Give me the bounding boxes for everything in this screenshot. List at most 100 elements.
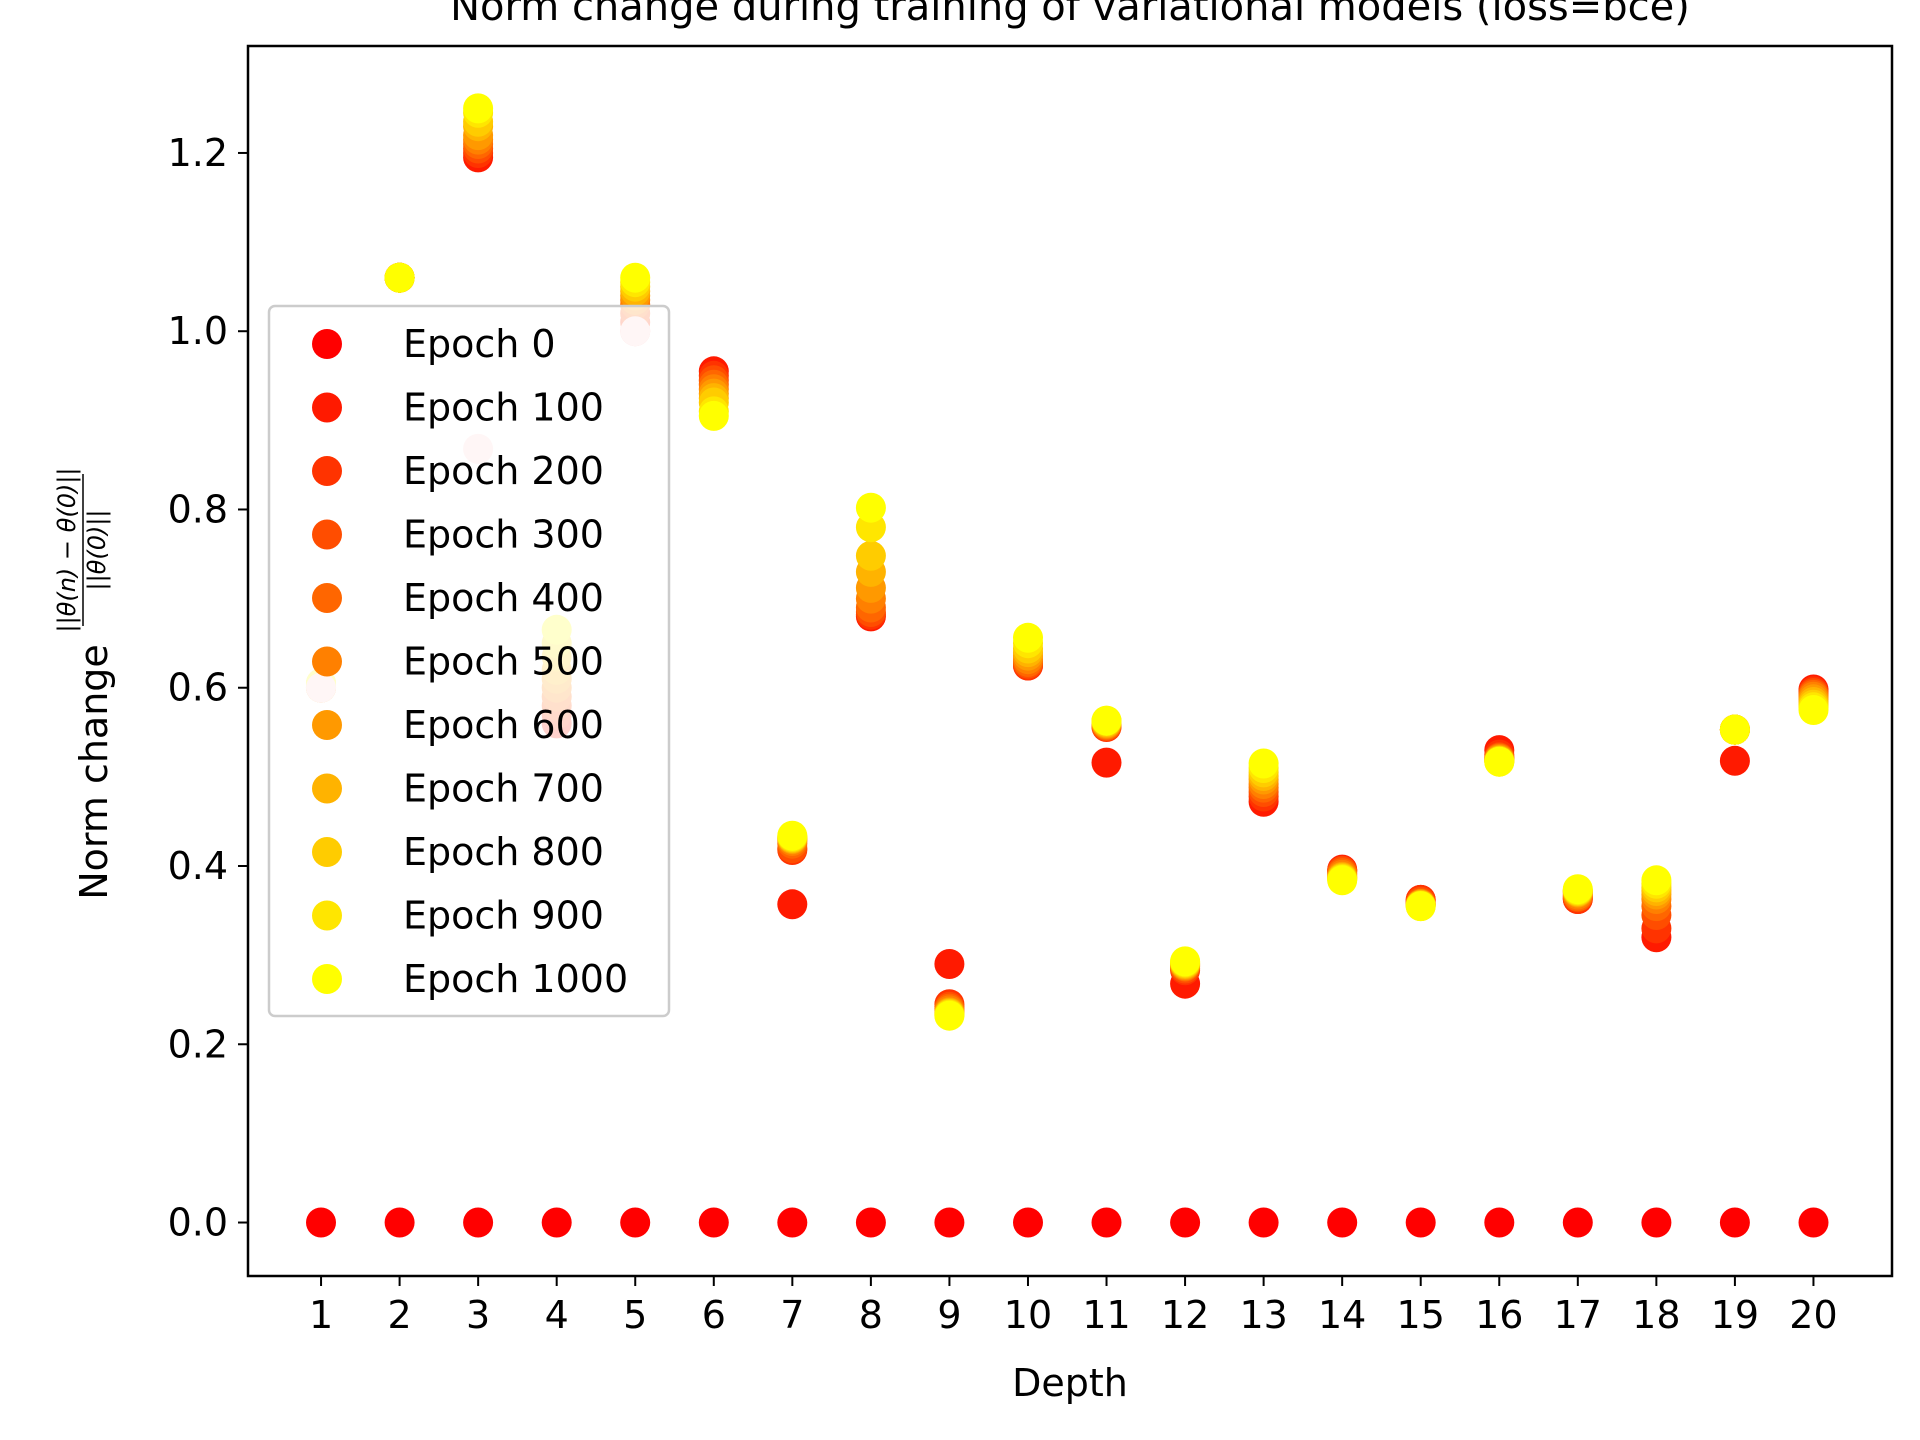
point-epoch-1000-depth-18	[1641, 865, 1672, 896]
x-tick-label-1: 1	[309, 1293, 333, 1337]
point-epoch-1000-depth-17	[1562, 874, 1593, 905]
point-epoch-100-depth-11	[1091, 747, 1122, 778]
point-epoch-0-depth-2	[384, 1207, 415, 1238]
x-tick-label-20: 20	[1789, 1293, 1837, 1337]
y-axis-label-fraction-denominator: ||θ(0)||	[83, 509, 111, 590]
point-epoch-0-depth-15	[1405, 1207, 1436, 1238]
legend-marker-epoch-800	[312, 837, 342, 867]
y-tick-label-1.0: 1.0	[168, 309, 228, 353]
point-epoch-0-depth-17	[1562, 1207, 1593, 1238]
point-epoch-0-depth-18	[1641, 1207, 1672, 1238]
legend-marker-epoch-500	[312, 646, 342, 677]
point-epoch-1000-depth-20	[1798, 695, 1829, 725]
legend-label-epoch-400: Epoch 400	[403, 576, 604, 620]
legend-box	[267, 304, 671, 1018]
point-epoch-100-depth-7	[777, 889, 808, 920]
x-tick-label-17: 17	[1554, 1293, 1602, 1337]
y-tick-label-1.2: 1.2	[168, 131, 228, 175]
point-epoch-100-depth-9	[934, 949, 965, 979]
x-axis-label: Depth	[1012, 1361, 1128, 1405]
legend-marker-epoch-400	[312, 583, 342, 613]
point-epoch-1000-depth-12	[1170, 946, 1201, 977]
legend-label-epoch-600: Epoch 600	[403, 703, 604, 747]
y-axis-ticks: 0.0 0.2 0.4 0.6 0.8 1.0 1.2	[168, 131, 248, 1245]
point-epoch-0-depth-6	[698, 1207, 729, 1238]
legend-marker-epoch-600	[312, 710, 342, 740]
point-epoch-0-depth-16	[1484, 1207, 1515, 1238]
y-axis-label-fraction-numerator: ||θ(n) − θ(0)||	[53, 467, 81, 632]
point-epoch-1000-depth-19	[1719, 714, 1750, 745]
x-tick-label-5: 5	[623, 1293, 647, 1337]
x-tick-label-8: 8	[859, 1293, 883, 1337]
x-tick-label-11: 11	[1082, 1293, 1130, 1337]
x-tick-label-3: 3	[466, 1293, 490, 1337]
x-tick-label-9: 9	[937, 1293, 961, 1337]
point-epoch-0-depth-12	[1170, 1207, 1201, 1238]
point-epoch-0-depth-1	[306, 1207, 336, 1238]
x-tick-label-15: 15	[1397, 1293, 1445, 1337]
legend-label-epoch-100: Epoch 100	[403, 386, 604, 430]
point-epoch-1000-depth-13	[1248, 748, 1279, 779]
point-epoch-0-depth-19	[1719, 1207, 1750, 1238]
plot-area-frame	[246, 44, 1894, 1278]
point-epoch-1000-depth-3	[463, 93, 494, 124]
legend-label-epoch-300: Epoch 300	[403, 513, 604, 557]
x-tick-label-4: 4	[545, 1293, 569, 1337]
y-axis-label: Norm change ||θ(n) − θ(0)|| ||θ(0)||	[53, 467, 116, 899]
chart-title: Norm change during training of variation…	[450, 0, 1690, 30]
point-epoch-0-depth-13	[1248, 1207, 1279, 1238]
point-epoch-100-depth-19	[1719, 745, 1750, 776]
y-axis-label-text: Norm change	[72, 644, 116, 900]
legend-marker-epoch-700	[312, 773, 342, 804]
point-epoch-0-depth-20	[1798, 1207, 1829, 1238]
point-epoch-1000-depth-5	[620, 262, 651, 293]
legend-marker-epoch-0	[312, 329, 342, 359]
legend: Epoch 0 Epoch 100 Epoch 200 Epoch 300 Epoch …	[267, 304, 671, 1018]
point-epoch-0-depth-10	[1013, 1207, 1043, 1238]
legend-marker-epoch-200	[312, 456, 342, 486]
x-axis-ticks: 1 2 3 4 5 6 7 8 9 10 11 12 13 14 15 16 17 18 19 20	[309, 1276, 1838, 1337]
legend-entries: Epoch 0 Epoch 100 Epoch 200 Epoch 300 Epoch …	[312, 322, 628, 1001]
point-epoch-1000-depth-14	[1327, 865, 1358, 896]
legend-label-epoch-1000: Epoch 1000	[403, 957, 628, 1001]
point-epoch-0-depth-8	[855, 1207, 886, 1238]
legend-label-epoch-800: Epoch 800	[403, 830, 604, 874]
data-points	[306, 93, 1829, 1238]
y-tick-label-0.6: 0.6	[168, 666, 228, 710]
point-epoch-0-depth-4	[541, 1207, 572, 1238]
legend-label-epoch-900: Epoch 900	[403, 894, 604, 938]
point-epoch-0-depth-5	[620, 1207, 651, 1238]
legend-marker-epoch-1000	[312, 964, 342, 994]
legend-label-epoch-0: Epoch 0	[403, 322, 556, 366]
point-epoch-1000-depth-6	[698, 400, 729, 431]
point-epoch-1000-depth-7	[777, 820, 808, 851]
x-tick-label-13: 13	[1239, 1293, 1287, 1337]
point-epoch-1000-depth-15	[1405, 891, 1436, 922]
x-tick-label-2: 2	[388, 1293, 412, 1337]
point-epoch-1000-depth-9	[934, 1000, 965, 1031]
legend-label-epoch-200: Epoch 200	[403, 449, 604, 493]
point-epoch-1000-depth-16	[1484, 746, 1515, 777]
point-epoch-0-depth-7	[777, 1207, 808, 1238]
x-tick-label-18: 18	[1632, 1293, 1680, 1337]
point-epoch-1000-depth-2	[384, 262, 415, 293]
point-epoch-1000-depth-10	[1013, 622, 1043, 653]
y-tick-label-0.2: 0.2	[168, 1022, 228, 1066]
point-epoch-0-depth-14	[1327, 1207, 1358, 1238]
point-epoch-800-depth-8	[855, 540, 886, 571]
legend-marker-epoch-900	[312, 900, 342, 931]
y-tick-label-0.8: 0.8	[168, 487, 228, 531]
y-tick-label-0.0: 0.0	[168, 1201, 228, 1245]
x-tick-label-6: 6	[702, 1293, 726, 1337]
point-epoch-1000-depth-8	[855, 492, 886, 523]
point-epoch-0-depth-11	[1091, 1207, 1122, 1238]
point-epoch-0-depth-9	[934, 1207, 965, 1238]
x-tick-label-19: 19	[1711, 1293, 1759, 1337]
point-epoch-1000-depth-11	[1091, 705, 1122, 736]
x-tick-label-7: 7	[780, 1293, 804, 1337]
legend-label-epoch-700: Epoch 700	[403, 767, 604, 811]
x-tick-label-14: 14	[1318, 1293, 1366, 1337]
legend-marker-epoch-300	[312, 519, 342, 550]
legend-marker-epoch-100	[312, 392, 342, 423]
